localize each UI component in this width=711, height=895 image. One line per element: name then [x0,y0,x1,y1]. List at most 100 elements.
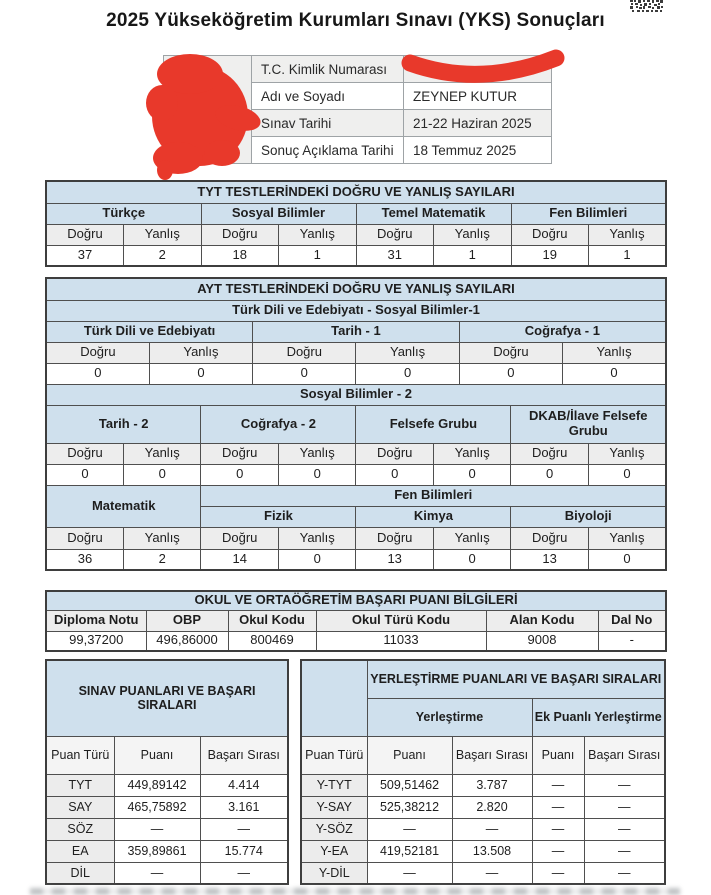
rank-cell: — [583,795,666,819]
group-header: Matematik [45,484,202,528]
column-header: Başarı Sırası [583,735,666,775]
score-cell: 0 [277,548,357,571]
score-cell: 13 [355,548,434,571]
yanlis-label: Yanlış [122,442,202,465]
group-header: Türkçe [45,202,202,225]
group-header: Coğrafya - 1 [458,320,667,343]
dogru-label: Doğru [200,223,279,246]
placement-scores-table: YERLEŞTİRME PUANLARI VE BAŞARI SIRALARI … [300,659,666,885]
group-header: DKAB/İlave Felsefe Grubu [510,404,667,444]
yanlis-label: Yanlış [587,442,667,465]
column-header: Puan Türü [45,735,115,775]
column-header: Puan Türü [300,735,368,775]
table-title: TYT TESTLERİNDEKİ DOĞRU VE YANLIŞ SAYILA… [45,180,667,204]
yanlis-label: Yanlış [433,223,512,246]
dogru-label: Doğru [355,442,434,465]
score-cell: 496,86000 [145,630,229,652]
group-header: Türk Dili ve Edebiyatı [45,320,254,343]
table-row: Y-SÖZ — — — — [300,817,666,841]
row-label: SÖZ [45,817,115,841]
info-label: Sonuç Açıklama Tarihi [251,136,404,164]
rank-cell: 3.787 [451,773,533,797]
column-header: Puanı [113,735,201,775]
rank-cell: 15.774 [199,839,289,863]
score-cell: 9008 [485,630,599,652]
score-cell: 2 [123,244,202,267]
dogru-label: Doğru [45,223,124,246]
dogru-label: Doğru [200,442,279,465]
score-cell: — [531,773,585,797]
ayt-results-table: AYT TESTLERİNDEKİ DOĞRU VE YANLIŞ SAYILA… [45,277,667,571]
score-cell: — [531,861,585,885]
yanlis-label: Yanlış [562,341,667,364]
column-header: Okul Kodu [227,609,317,632]
row-label: DİL [45,861,115,885]
table-row: TYT 449,89142 4.414 [45,773,289,797]
candidate-info-table: T.C. Kimlik Numarası Adı ve Soyadı ZEYNE… [163,55,552,164]
rank-cell: 3.161 [199,795,289,819]
score-cell: 419,52181 [366,839,453,863]
yanlis-label: Yanlış [278,223,357,246]
score-cell: — [531,817,585,841]
yanlis-label: Yanlış [587,526,667,550]
score-cell: 0 [458,362,564,385]
score-cell: 18 [200,244,279,267]
score-cell: 14 [200,548,279,571]
score-cell: 525,38212 [366,795,453,819]
rank-cell: — [583,861,666,885]
score-cell: 0 [562,362,667,385]
rank-cell: — [583,773,666,797]
score-cell: 359,89861 [113,839,201,863]
group-header: Coğrafya - 2 [200,404,357,444]
rank-cell: — [583,839,666,863]
column-header: Puanı [366,735,453,775]
score-cell: 31 [355,244,434,267]
info-label: Adı ve Soyadı [251,82,404,110]
column-header: OBP [145,609,229,632]
yanlis-label: Yanlış [277,526,357,550]
score-cell: 0 [355,463,434,486]
score-cell: 13 [510,548,589,571]
table-row: SÖZ — — [45,817,289,841]
table-title: YERLEŞTİRME PUANLARI VE BAŞARI SIRALARI [366,659,666,699]
dogru-label: Doğru [45,442,124,465]
info-row: T.C. Kimlik Numarası [163,55,552,164]
cutoff-blurred-row [30,888,680,895]
score-cell: 465,75892 [113,795,201,819]
table-row: DİL — — [45,861,289,885]
corner-cell [300,659,368,737]
score-cell: 11033 [315,630,487,652]
group-header: Biyoloji [510,505,667,528]
page-title: 2025 Yükseköğretim Kurumları Sınavı (YKS… [106,10,605,31]
score-cell: — [113,861,201,885]
score-cell: 0 [587,548,667,571]
column-header: Başarı Sırası [199,735,289,775]
yanlis-label: Yanlış [148,341,254,364]
dogru-label: Doğru [510,223,589,246]
tyt-results-table: TYT TESTLERİNDEKİ DOĞRU VE YANLIŞ SAYILA… [45,180,667,267]
info-value: 18 Temmuz 2025 [403,136,552,164]
score-cell: 0 [200,463,279,486]
yanlis-label: Yanlış [122,526,202,550]
score-cell: - [597,630,667,652]
score-cell: 0 [277,463,357,486]
group-header: Kimya [355,505,512,528]
score-cell: — [531,839,585,863]
yanlis-label: Yanlış [588,223,667,246]
yanlis-label: Yanlış [355,341,460,364]
group-header: Ek Puanlı Yerleştirme [531,697,666,737]
group-header: Yerleştirme [366,697,533,737]
score-cell: 449,89142 [113,773,201,797]
score-cell: 0 [45,362,150,385]
info-label: T.C. Kimlik Numarası [251,55,404,83]
yanlis-label: Yanlış [432,526,512,550]
rank-cell: — [451,817,533,841]
table-title: SINAV PUANLARI VE BAŞARI SIRALARI [45,659,289,737]
yanlis-label: Yanlış [432,442,512,465]
table-row: Y-TYT 509,51462 3.787 — — [300,773,666,797]
table-row: Y-SAY 525,38212 2.820 — — [300,795,666,819]
group-header: Sosyal Bilimler [200,202,357,225]
table-title: OKUL VE ORTAÖĞRETİM BAŞARI PUANI BİLGİLE… [45,590,667,611]
row-label: Y-SAY [300,795,368,819]
score-cell: 0 [45,463,124,486]
